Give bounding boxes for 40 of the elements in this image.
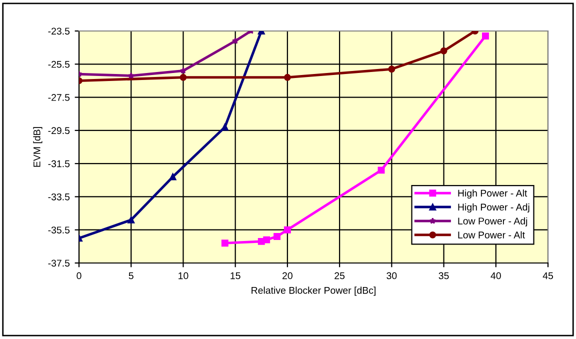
point bbox=[180, 74, 187, 81]
point bbox=[378, 166, 385, 174]
y-tick-label: -35.5 bbox=[48, 226, 70, 234]
y-tick-label: -37.5 bbox=[48, 260, 70, 267]
point bbox=[128, 72, 134, 79]
y-tick-label: -25.5 bbox=[48, 60, 70, 68]
point bbox=[128, 216, 135, 224]
point bbox=[482, 32, 489, 40]
x-tick-label: 40 bbox=[490, 272, 501, 280]
x-tick-label: 25 bbox=[334, 272, 345, 280]
x-tick-label: 20 bbox=[282, 272, 292, 280]
y-axis-title: EVM [dB] bbox=[33, 127, 42, 167]
point bbox=[284, 226, 291, 234]
y-tick-label: -31.5 bbox=[48, 160, 70, 168]
point bbox=[263, 236, 270, 244]
point bbox=[169, 173, 176, 180]
legend-label: High Power - Alt bbox=[458, 189, 528, 199]
x-tick-label: 10 bbox=[178, 272, 188, 280]
point bbox=[284, 74, 291, 81]
point bbox=[221, 124, 228, 131]
legend-label: Low Power - Adj bbox=[458, 217, 528, 226]
point bbox=[274, 233, 280, 240]
point bbox=[221, 240, 228, 247]
x-tick-label: 30 bbox=[386, 272, 397, 280]
x-axis-title: Relative Blocker Power [dBc] bbox=[252, 286, 376, 296]
legend-label: Low Power - Alt bbox=[458, 231, 525, 238]
point bbox=[180, 67, 187, 74]
x-tick-label: 0 bbox=[76, 272, 82, 280]
x-tick-label: 5 bbox=[128, 272, 134, 280]
y-tick-label: -29.5 bbox=[48, 127, 70, 134]
legend-label: High Power - Adj bbox=[458, 203, 530, 212]
y-tick-label: -33.5 bbox=[48, 193, 70, 200]
x-tick-label: 15 bbox=[230, 272, 240, 280]
point bbox=[388, 66, 396, 73]
point bbox=[440, 47, 448, 54]
x-tick-label: 45 bbox=[542, 272, 553, 280]
y-tick-label: -23.5 bbox=[48, 28, 70, 35]
y-tick-label: -27.5 bbox=[48, 94, 70, 101]
x-tick-label: 35 bbox=[438, 272, 449, 280]
point bbox=[232, 37, 239, 44]
